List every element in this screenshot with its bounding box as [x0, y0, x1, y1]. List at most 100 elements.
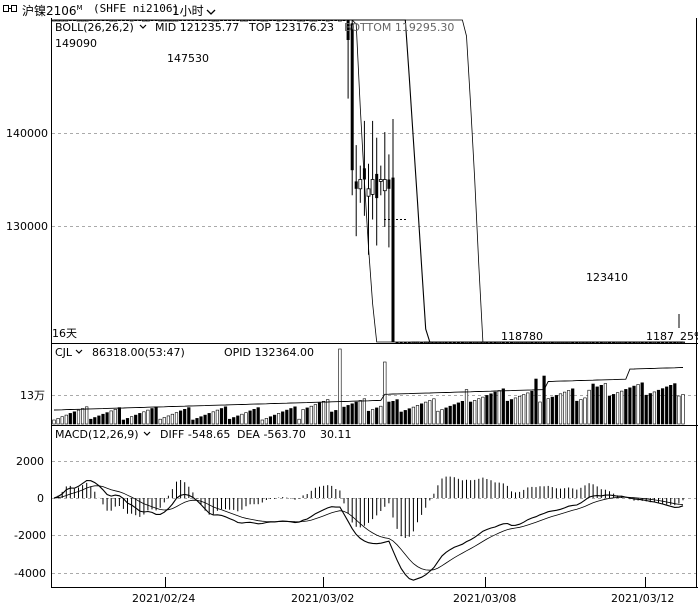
candle-body-down — [534, 342, 538, 343]
candle-body-down — [330, 20, 334, 21]
volume-bar — [673, 383, 677, 425]
candle — [105, 20, 109, 21]
volume-bar — [558, 393, 563, 425]
candle-body-up — [603, 341, 608, 344]
candle-body-up — [554, 341, 559, 344]
volume-bar — [154, 406, 158, 425]
annotation-high: 147530 — [167, 52, 209, 65]
candle — [244, 19, 248, 22]
candle-body-up — [170, 19, 175, 22]
candle-body-down — [550, 342, 554, 343]
candle-body-up — [366, 188, 371, 197]
volume-bar — [550, 396, 554, 425]
candle-body-down — [150, 20, 154, 21]
volume-bar — [411, 406, 416, 425]
candle — [174, 19, 179, 22]
candle-body-up — [84, 19, 89, 22]
volume-bar — [85, 406, 89, 425]
candle — [109, 19, 114, 22]
candle-body-down — [644, 342, 648, 343]
volume-bar — [215, 409, 220, 425]
x-tick-label: 2021/03/12 — [611, 592, 674, 605]
volume-bar — [485, 395, 489, 425]
volume-bar — [660, 388, 665, 425]
candle — [456, 342, 460, 343]
candle — [252, 20, 256, 21]
period-selector[interactable]: 1小时 — [172, 2, 216, 19]
candle — [427, 341, 432, 344]
candle-body-down — [599, 342, 603, 343]
volume-bar — [362, 398, 367, 425]
volume-bar — [187, 407, 191, 425]
y-tick-label: 0 — [37, 492, 44, 505]
candle — [145, 19, 150, 22]
candle-body-down — [489, 342, 493, 343]
volume-bar — [72, 411, 76, 425]
volume-bar — [489, 393, 493, 425]
candle — [224, 20, 227, 21]
candle-body-up — [546, 341, 551, 344]
candle-body-down — [591, 342, 595, 343]
candle — [281, 20, 285, 21]
volume-bar — [134, 414, 138, 425]
volume-bar — [440, 409, 444, 425]
volume-bar — [607, 395, 612, 425]
candle-body-down — [293, 20, 297, 21]
candle-body-down — [648, 342, 652, 343]
candle — [117, 20, 121, 21]
candle — [501, 342, 505, 343]
candle — [407, 342, 411, 343]
annotation-high: 149090 — [55, 37, 97, 50]
volume-bar — [460, 400, 465, 425]
candle — [97, 20, 101, 21]
candle — [615, 341, 620, 344]
candle-body-up — [313, 19, 318, 22]
candle-body-down — [542, 342, 546, 343]
volume-bar — [203, 414, 207, 425]
candle-body-up — [64, 19, 69, 22]
candle-body-up — [337, 19, 342, 22]
annotation-high: 123410 — [586, 271, 628, 284]
candle — [370, 120, 375, 220]
candle — [525, 341, 530, 344]
candle — [440, 341, 444, 344]
instrument-title[interactable]: 沪镍2106M — [22, 4, 83, 18]
candle — [358, 165, 363, 203]
candle-body-down — [640, 342, 644, 343]
candle — [550, 342, 554, 343]
volume-bar — [538, 401, 542, 425]
candle-body-down — [179, 20, 183, 21]
candle — [199, 20, 203, 21]
candle-body-down — [138, 20, 142, 21]
volume-bar — [89, 418, 93, 425]
volume-bar — [456, 402, 461, 425]
volume-bar — [497, 390, 501, 425]
volume-bar — [252, 408, 256, 425]
candle — [669, 342, 673, 343]
link-icon[interactable] — [3, 4, 17, 13]
candle-body-down — [72, 20, 76, 21]
volume-bar — [395, 399, 399, 425]
volume-bar — [554, 395, 558, 425]
volume-bar — [399, 411, 403, 425]
volume-bar — [436, 410, 440, 425]
volume-bar — [346, 405, 350, 425]
candle-body-down — [632, 342, 636, 343]
candle — [538, 341, 542, 344]
candle-body-down — [595, 342, 599, 343]
candle — [72, 20, 76, 21]
volume-bar — [240, 413, 244, 425]
candle — [403, 342, 407, 343]
candle-body-down — [236, 20, 240, 21]
candle — [305, 20, 309, 21]
candle-body-up — [109, 19, 114, 22]
volume-bar — [481, 396, 485, 425]
volume-bar — [97, 415, 101, 425]
candle-body-up — [378, 179, 383, 182]
candle-body-up — [276, 19, 281, 22]
volume-bar — [644, 394, 648, 425]
candle — [431, 341, 436, 344]
volume-bar — [477, 398, 481, 425]
candle — [334, 20, 338, 21]
